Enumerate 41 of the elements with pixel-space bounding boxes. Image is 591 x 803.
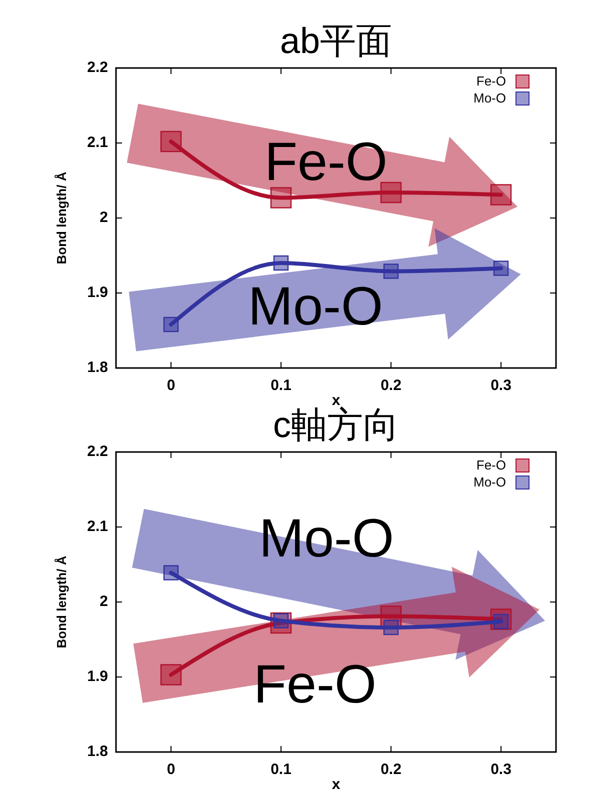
point: [383, 620, 399, 636]
x-tick-label: 0.2: [380, 761, 402, 778]
y-tick-label: 2.1: [87, 518, 108, 535]
point: [273, 255, 289, 271]
y-tick-label: 2: [100, 592, 108, 610]
y-axis-title: Bond length/ Å: [54, 555, 69, 648]
annotation: Fe-O: [254, 654, 377, 715]
annotation: Fe-O: [264, 132, 388, 192]
legend-label: Fe-O: [476, 73, 506, 88]
point: [160, 130, 182, 152]
point: [490, 184, 512, 206]
legend-label: Fe-O: [476, 457, 506, 472]
x-tick-label: 0.3: [490, 761, 512, 778]
point: [383, 264, 399, 279]
point: [163, 565, 179, 580]
y-tick-label: 1.8: [87, 742, 108, 760]
chart-title: ab平面: [280, 20, 392, 61]
y-tick-label: 2.1: [87, 134, 108, 151]
y-tick-label: 2.2: [87, 442, 108, 460]
x-tick-label: 0.2: [380, 377, 402, 394]
point: [163, 316, 179, 332]
x-tick-label: 0.3: [490, 377, 512, 394]
x-tick-label: 0.1: [270, 761, 292, 778]
point: [380, 182, 402, 204]
point: [270, 187, 292, 208]
legend-label: Mo-O: [474, 474, 506, 490]
x-tick-label: 0.1: [270, 377, 292, 394]
y-tick-label: 1.8: [87, 358, 108, 376]
x-tick-label: 0: [166, 377, 176, 394]
point: [493, 260, 509, 276]
point: [160, 664, 182, 686]
y-tick-label: 1.9: [87, 284, 108, 301]
x-axis-title: x: [332, 776, 341, 793]
y-tick-label: 2.2: [87, 58, 108, 76]
y-tick-label: 1.9: [87, 668, 108, 685]
annotation: Mo-O: [248, 276, 383, 337]
x-tick-label: 0: [166, 761, 176, 778]
annotation: Mo-O: [259, 508, 394, 568]
y-axis-title: Bond length/ Å: [54, 171, 69, 264]
legend-label: Mo-O: [474, 90, 506, 106]
y-tick-label: 2: [100, 208, 108, 226]
